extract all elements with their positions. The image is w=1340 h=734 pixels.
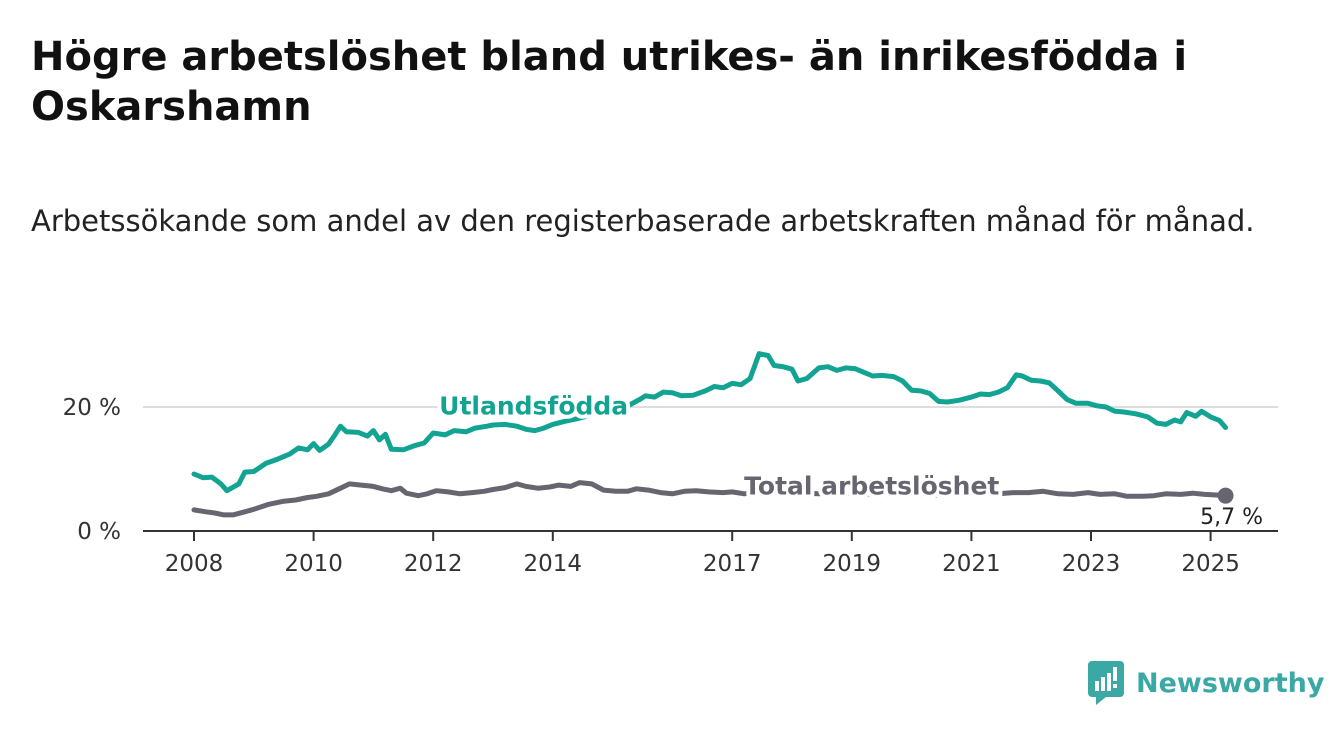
x-tick-label: 2010 bbox=[284, 551, 343, 577]
x-tick-label: 2025 bbox=[1181, 551, 1240, 577]
x-tick-label: 2012 bbox=[404, 551, 463, 577]
x-tick-label: 2017 bbox=[703, 551, 762, 577]
axes: 0 % 20 % 2008 2010 2012 2014 2017 2019 2021 2023 2… bbox=[63, 395, 1278, 577]
series-label-halo: Total arbetslöshet bbox=[744, 471, 999, 500]
series-label-halo: Utlandsfödda bbox=[439, 391, 628, 420]
series-label: Total arbetslöshet bbox=[744, 471, 999, 500]
series-line-utlandsfodda bbox=[191, 351, 1228, 494]
series-lines bbox=[191, 351, 1228, 518]
x-tick-label: 2008 bbox=[165, 551, 224, 577]
brand-name: Newsworthy bbox=[1136, 667, 1325, 699]
newsworthy-logo-icon bbox=[1088, 661, 1124, 705]
end-point-marker bbox=[1217, 487, 1234, 504]
chart-subtitle: Arbetssökande som andel av den registerb… bbox=[31, 204, 1255, 238]
line-chart: 0 % 20 % 2008 2010 2012 2014 2017 2019 2021 2023 2… bbox=[63, 351, 1278, 577]
series-line-total bbox=[191, 480, 1228, 518]
series-label: Utlandsfödda bbox=[439, 391, 628, 420]
x-tick-label: 2021 bbox=[942, 551, 1001, 577]
brand-logo: Newsworthy bbox=[1088, 660, 1324, 706]
chart-title: Högre arbetslöshet bland utrikes- än inr… bbox=[31, 34, 1188, 130]
x-tick-label: 2014 bbox=[524, 551, 583, 577]
y-tick-label: 0 % bbox=[77, 519, 121, 545]
x-tick-label: 2023 bbox=[1062, 551, 1121, 577]
x-tick-label: 2019 bbox=[823, 551, 882, 577]
end-value-label: 5,7 % bbox=[1200, 505, 1263, 530]
end-value-label-halo: 5,7 % bbox=[1200, 505, 1263, 530]
y-tick-label: 20 % bbox=[63, 395, 121, 421]
